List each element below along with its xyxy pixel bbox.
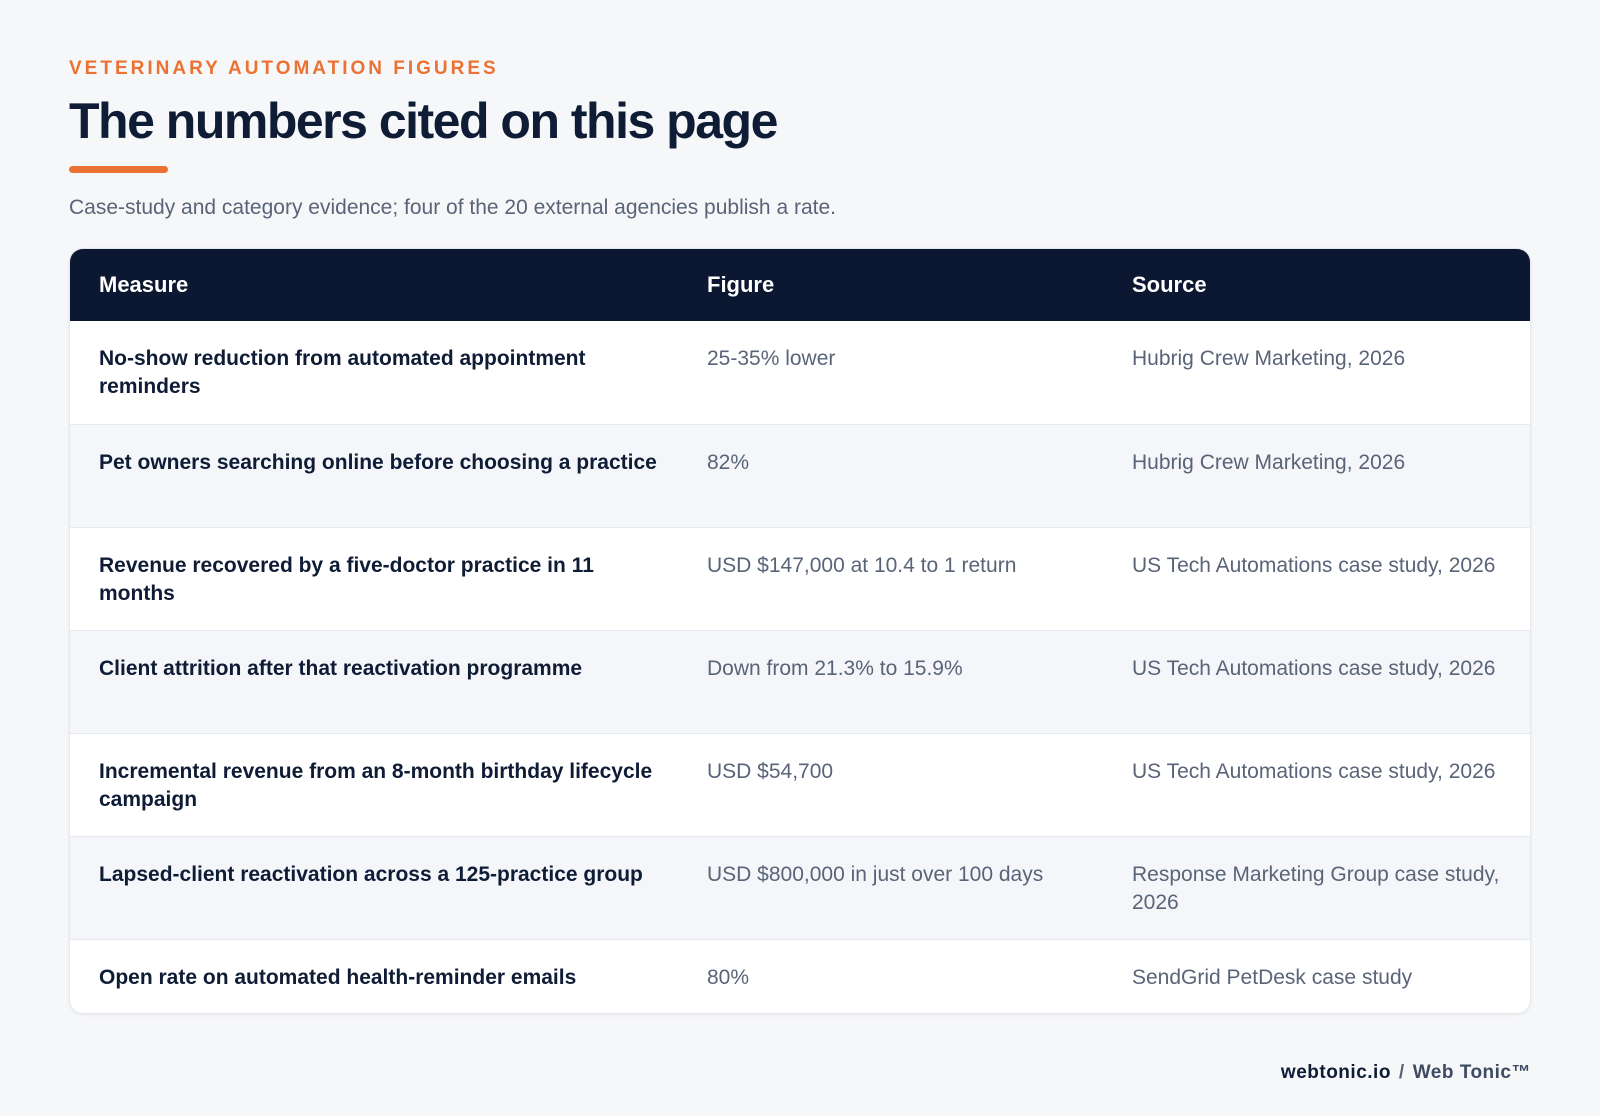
table-row: Client attrition after that reactivation… [70, 630, 1530, 733]
cell-source: US Tech Automations case study, 2026 [1132, 656, 1496, 680]
table-row: Pet owners searching online before choos… [70, 424, 1530, 527]
column-header-measure: Measure [99, 272, 189, 297]
cell-measure: No-show reduction from automated appoint… [99, 347, 586, 398]
cell-measure: Client attrition after that reactivation… [99, 656, 583, 680]
footer-separator: / [1398, 1062, 1405, 1083]
cell-source: US Tech Automations case study, 2026 [1132, 553, 1496, 577]
cell-figure: 25-35% lower [707, 347, 836, 370]
cell-figure: 82% [707, 450, 750, 474]
cell-source: US Tech Automations case study, 2026 [1132, 759, 1496, 783]
figures-table: Measure Figure Source No-show reduction … [70, 249, 1530, 1013]
table-row: Open rate on automated health-reminder e… [70, 939, 1530, 1013]
cell-source: SendGrid PetDesk case study [1132, 965, 1413, 989]
table-row: Lapsed-client reactivation across a 125-… [70, 836, 1530, 939]
footer-domain: webtonic.io [1280, 1062, 1391, 1083]
page-subtitle: Case-study and category evidence; four o… [69, 196, 836, 219]
cell-measure: Pet owners searching online before choos… [99, 450, 657, 474]
table-row: Revenue recovered by a five-doctor pract… [70, 527, 1530, 630]
table-row: No-show reduction from automated appoint… [70, 321, 1530, 424]
cell-figure: Down from 21.3% to 15.9% [707, 656, 963, 680]
title-accent-bar [69, 166, 168, 173]
cell-source: Hubrig Crew Marketing, 2026 [1132, 347, 1406, 370]
cell-figure: 80% [707, 965, 750, 989]
table-row: Incremental revenue from an 8-month birt… [70, 733, 1530, 836]
footer-credit: webtonic.io / Web Tonic™ [1281, 1062, 1531, 1084]
page-title: The numbers cited on this page [69, 93, 778, 149]
eyebrow-label: VETERINARY AUTOMATION FIGURES [69, 58, 499, 79]
cell-figure: USD $800,000 in just over 100 days [707, 862, 1044, 886]
cell-figure: USD $147,000 at 10.4 to 1 return [707, 553, 1017, 577]
table-body: No-show reduction from automated appoint… [70, 321, 1530, 1013]
figures-table-card: Measure Figure Source No-show reduction … [69, 248, 1531, 1014]
footer-brand: Web Tonic™ [1412, 1062, 1531, 1083]
cell-measure: Incremental revenue from an 8-month birt… [99, 759, 653, 811]
cell-measure: Revenue recovered by a five-doctor pract… [99, 553, 594, 605]
table-header: Measure Figure Source [70, 249, 1530, 321]
column-header-figure: Figure [707, 272, 775, 297]
cell-measure: Lapsed-client reactivation across a 125-… [99, 862, 643, 886]
cell-source: Hubrig Crew Marketing, 2026 [1132, 450, 1406, 474]
table-header-row: Measure Figure Source [70, 249, 1530, 321]
cell-source: Response Marketing Group case study, 202… [1132, 862, 1500, 914]
cell-measure: Open rate on automated health-reminder e… [99, 965, 577, 989]
column-header-source: Source [1132, 272, 1207, 297]
cell-figure: USD $54,700 [707, 759, 834, 783]
